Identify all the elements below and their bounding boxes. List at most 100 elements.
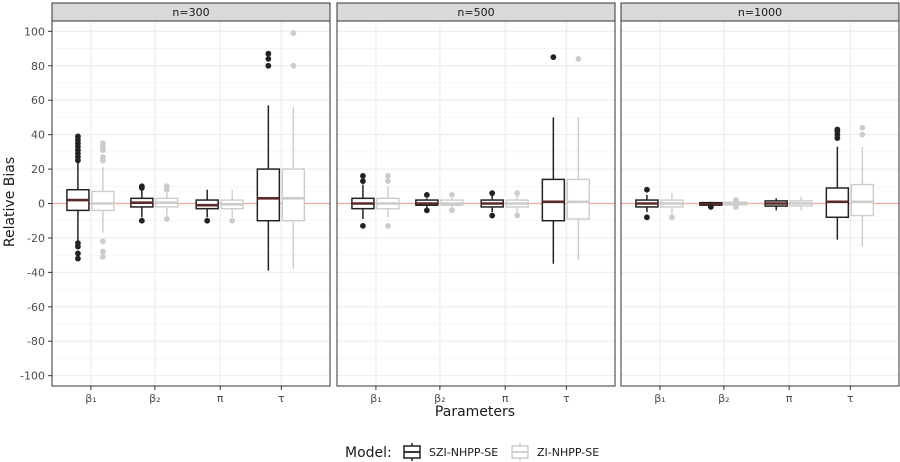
x-tick-label: π (786, 392, 793, 405)
outlier-point (100, 253, 106, 260)
box-iqr (91, 190, 115, 212)
outlier-point (575, 55, 582, 62)
outlier-point (100, 248, 106, 255)
panel-border (620, 20, 900, 387)
box-zi-nhpp-se-2 (724, 197, 748, 210)
box-iqr (566, 178, 591, 220)
y-tick-label: -60 (27, 301, 45, 314)
box-szi-nhpp-se-4 (256, 50, 281, 271)
outlier-point (75, 250, 81, 257)
box-szi-nhpp-se-3 (480, 190, 504, 219)
outlier-point (360, 178, 366, 185)
box-zi-nhpp-se-2 (155, 183, 179, 222)
outlier-point (489, 190, 496, 197)
outlier-point (290, 30, 297, 36)
x-tick-label: β₂ (434, 392, 445, 405)
y-tick-label: -20 (27, 232, 45, 245)
outlier-point (644, 214, 650, 221)
panel-n-500: n=500 β₁ β₂ π τ (336, 2, 616, 405)
x-tick-label: π (502, 392, 509, 405)
outlier-point (138, 217, 145, 224)
box-szi-nhpp-se-4 (541, 54, 566, 264)
outlier-point (163, 186, 170, 193)
x-tick-label: β₂ (718, 392, 729, 405)
y-tick-label: 40 (31, 129, 45, 142)
outlier-point (75, 157, 81, 164)
outlier-point (707, 204, 714, 210)
x-tick-label: τ (278, 392, 285, 405)
box-zi-nhpp-se-4 (566, 55, 591, 261)
box-szi-nhpp-se-2 (415, 191, 439, 214)
outlier-point (75, 255, 81, 262)
box-iqr (850, 183, 875, 217)
y-axis-title: Relative Bias (2, 157, 18, 247)
outlier-point (385, 222, 391, 229)
box-szi-nhpp-se-3 (764, 198, 788, 211)
box-zi-nhpp-se-1 (91, 140, 115, 260)
box-iqr (281, 168, 306, 222)
box-iqr (541, 178, 566, 222)
legend-key-szi-nhpp-se: SZI-NHPP-SE (403, 443, 498, 461)
facet-strip-label: n=500 (457, 6, 494, 19)
outlier-point (448, 191, 455, 198)
outlier-point (75, 243, 81, 250)
box-zi-nhpp-se-3 (220, 189, 244, 224)
outlier-point (644, 186, 650, 193)
outlier-point (265, 55, 272, 62)
legend-label: ZI-NHPP-SE (537, 446, 599, 459)
outlier-point (423, 191, 430, 198)
outlier-point (669, 214, 675, 221)
outlier-point (204, 217, 211, 224)
outlier-point (265, 50, 272, 57)
outlier-point (163, 216, 170, 222)
outlier-point (732, 204, 739, 210)
box-szi-nhpp-se-1 (66, 133, 90, 262)
box-szi-nhpp-se-4 (825, 126, 850, 240)
box-zi-nhpp-se-2 (440, 191, 464, 214)
outlier-point (423, 207, 430, 214)
legend-key-zi-nhpp-se: ZI-NHPP-SE (511, 443, 599, 461)
outlier-point (360, 222, 366, 229)
outlier-point (732, 197, 739, 203)
outlier-point (138, 185, 145, 191)
x-tick-label: β₁ (85, 392, 96, 405)
facet-strip-label: n=300 (172, 6, 209, 19)
x-tick-label: π (217, 392, 224, 405)
legend: Model: SZI-NHPP-SE ZI-NHPP-SE (345, 443, 599, 461)
box-szi-nhpp-se-1 (635, 186, 659, 221)
panel-border (336, 20, 616, 387)
outlier-point (385, 173, 391, 179)
outlier-point (229, 217, 236, 224)
x-tick-label: τ (847, 392, 854, 405)
box-iqr (256, 168, 281, 222)
outlier-point (100, 157, 106, 164)
outlier-point (489, 212, 496, 219)
legend-title: Model: (345, 445, 392, 461)
box-szi-nhpp-se-3 (195, 189, 219, 224)
outlier-point (859, 131, 866, 138)
outlier-point (448, 207, 455, 214)
box-zi-nhpp-se-3 (505, 190, 529, 219)
facet-strip-label: n=1000 (738, 6, 782, 19)
legend-label: SZI-NHPP-SE (429, 446, 498, 459)
outlier-point (100, 238, 106, 245)
y-tick-label: -80 (27, 335, 45, 348)
legend-entries: SZI-NHPP-SE ZI-NHPP-SE (403, 443, 599, 461)
outlier-point (514, 190, 521, 197)
box-zi-nhpp-se-1 (660, 193, 684, 221)
panels-layer: n=300 β₁ β₂ π τ n=500 β₁ β₂ π τ n=1000 β₁ β₂ π τ (51, 2, 900, 405)
box-szi-nhpp-se-1 (351, 173, 375, 229)
y-tick-label: -100 (20, 370, 45, 383)
outlier-point (360, 173, 366, 179)
panel-n-300: n=300 β₁ β₂ π τ (51, 2, 331, 405)
outlier-point (100, 147, 106, 154)
y-tick-label: 60 (31, 94, 45, 107)
x-tick-label: β₂ (149, 392, 160, 405)
outlier-point (834, 135, 841, 141)
y-tick-label: 0 (38, 198, 45, 211)
x-tick-label: β₁ (370, 392, 381, 405)
x-axis-title: Parameters (435, 404, 515, 420)
box-zi-nhpp-se-4 (850, 124, 875, 247)
outlier-point (550, 54, 557, 61)
